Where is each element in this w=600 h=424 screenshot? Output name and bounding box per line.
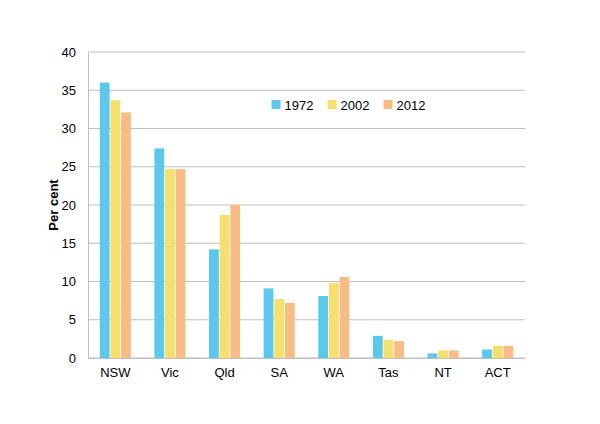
bar — [285, 303, 295, 358]
y-axis: 0 5 10 15 20 25 30 35 40 — [62, 45, 89, 366]
legend-label: 2012 — [397, 98, 426, 113]
y-axis-line — [88, 53, 89, 359]
bar — [482, 350, 492, 358]
y-tick: 30 — [62, 121, 88, 136]
y-tick: 5 — [69, 312, 88, 327]
bar — [384, 340, 394, 358]
chart: 0 5 10 15 20 25 30 35 40 NSW Vic Qld SA WA Tas NT ACT Per… — [0, 0, 600, 424]
y-tick-label: 40 — [62, 45, 76, 60]
grid-line — [88, 205, 525, 206]
bar — [154, 148, 164, 358]
x-tick-label: ACT — [485, 365, 511, 380]
bar — [220, 215, 230, 358]
grid — [88, 52, 525, 358]
bar — [264, 288, 274, 358]
legend-swatch — [384, 100, 393, 109]
x-tick: NSW — [100, 358, 131, 380]
x-tick: Vic — [161, 358, 179, 380]
bars — [100, 83, 513, 358]
y-tick-label: 25 — [62, 159, 76, 174]
bar — [100, 83, 110, 358]
bar — [428, 353, 438, 358]
y-tick-label: 0 — [69, 351, 76, 366]
x-tick-label: Qld — [214, 365, 234, 380]
grid-line — [88, 90, 525, 91]
bar — [394, 341, 404, 358]
bar — [493, 346, 503, 358]
x-axis: NSW Vic Qld SA WA Tas NT ACT — [89, 358, 526, 380]
legend-swatch — [328, 100, 337, 109]
bar — [165, 169, 175, 358]
bar — [274, 299, 284, 358]
x-tick-label: WA — [324, 365, 345, 380]
bar — [110, 100, 120, 358]
legend: 1972 2002 2012 — [272, 98, 426, 113]
legend-item: 2012 — [384, 98, 426, 113]
x-tick-label: SA — [271, 365, 289, 380]
bar — [438, 350, 448, 358]
x-tick: WA — [324, 358, 345, 380]
y-tick: 10 — [62, 274, 88, 289]
x-tick: ACT — [485, 358, 511, 380]
y-tick: 15 — [62, 236, 88, 251]
bar — [209, 249, 219, 358]
grid-line — [88, 358, 525, 359]
y-axis-title: Per cent — [46, 179, 61, 231]
legend-item: 2002 — [328, 98, 370, 113]
legend-item: 1972 — [272, 98, 314, 113]
grid-line — [88, 52, 525, 53]
y-tick: 0 — [69, 351, 88, 366]
y-tick-label: 35 — [62, 83, 76, 98]
bar — [340, 277, 350, 358]
grid-line — [88, 128, 525, 129]
bar — [503, 346, 513, 358]
x-tick: NT — [434, 358, 451, 380]
x-tick-label: Tas — [378, 365, 399, 380]
grid-line — [88, 319, 525, 320]
bar — [121, 112, 131, 358]
bar — [176, 169, 186, 358]
y-tick: 40 — [62, 45, 88, 60]
y-tick-label: 20 — [62, 198, 76, 213]
y-tick: 20 — [62, 198, 88, 213]
y-tick-label: 5 — [69, 312, 76, 327]
grid-line — [88, 166, 525, 167]
grid-line — [88, 243, 525, 244]
y-tick-label: 30 — [62, 121, 76, 136]
x-tick-label: NT — [434, 365, 451, 380]
x-tick-label: Vic — [161, 365, 179, 380]
bar — [230, 205, 240, 358]
bar — [318, 296, 328, 358]
legend-label: 2002 — [341, 98, 370, 113]
legend-label: 1972 — [285, 98, 314, 113]
x-tick: Qld — [214, 358, 234, 380]
grid-line — [88, 281, 525, 282]
y-tick: 25 — [62, 159, 88, 174]
y-tick-label: 10 — [62, 274, 76, 289]
y-tick-label: 15 — [62, 236, 76, 251]
bar — [373, 336, 383, 358]
bar — [329, 283, 339, 358]
plot: 0 5 10 15 20 25 30 35 40 NSW Vic Qld SA WA Tas NT ACT — [62, 45, 526, 381]
legend-swatch — [272, 100, 281, 109]
y-tick: 35 — [62, 83, 88, 98]
x-tick-label: NSW — [100, 365, 131, 380]
x-axis-line — [89, 358, 526, 359]
x-tick: Tas — [378, 358, 399, 380]
x-tick: SA — [271, 358, 289, 380]
bar — [449, 350, 459, 358]
